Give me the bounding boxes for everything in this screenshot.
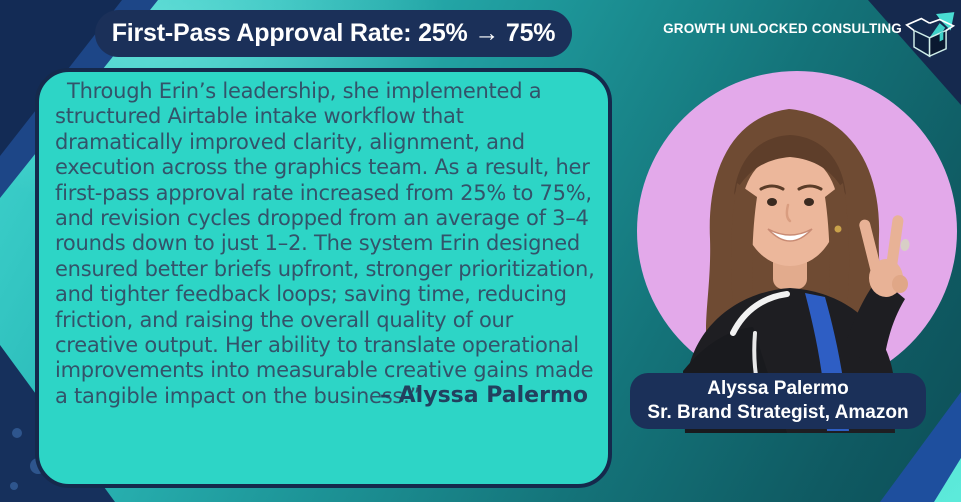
growth-unlocked-logo-icon — [903, 3, 958, 58]
person-title: Sr. Brand Strategist, Amazon — [647, 402, 909, 423]
decorative-dot — [12, 428, 22, 438]
headline-text: First-Pass Approval Rate: 25% → 75% — [111, 19, 556, 47]
headline-banner: First-Pass Approval Rate: 25% → 75% — [95, 10, 572, 57]
quote-text: Through Erin’s leadership, she implement… — [55, 79, 595, 408]
decorative-dot — [10, 482, 18, 490]
testimonial-quote-card: Through Erin’s leadership, she implement… — [35, 68, 612, 488]
brand-name: GROWTH UNLOCKED CONSULTING — [663, 20, 902, 36]
name-badge: Alyssa Palermo Sr. Brand Strategist, Ama… — [630, 373, 926, 429]
person-name: Alyssa Palermo — [707, 378, 849, 399]
quote-attribution: – Alyssa Palermo — [380, 383, 588, 409]
